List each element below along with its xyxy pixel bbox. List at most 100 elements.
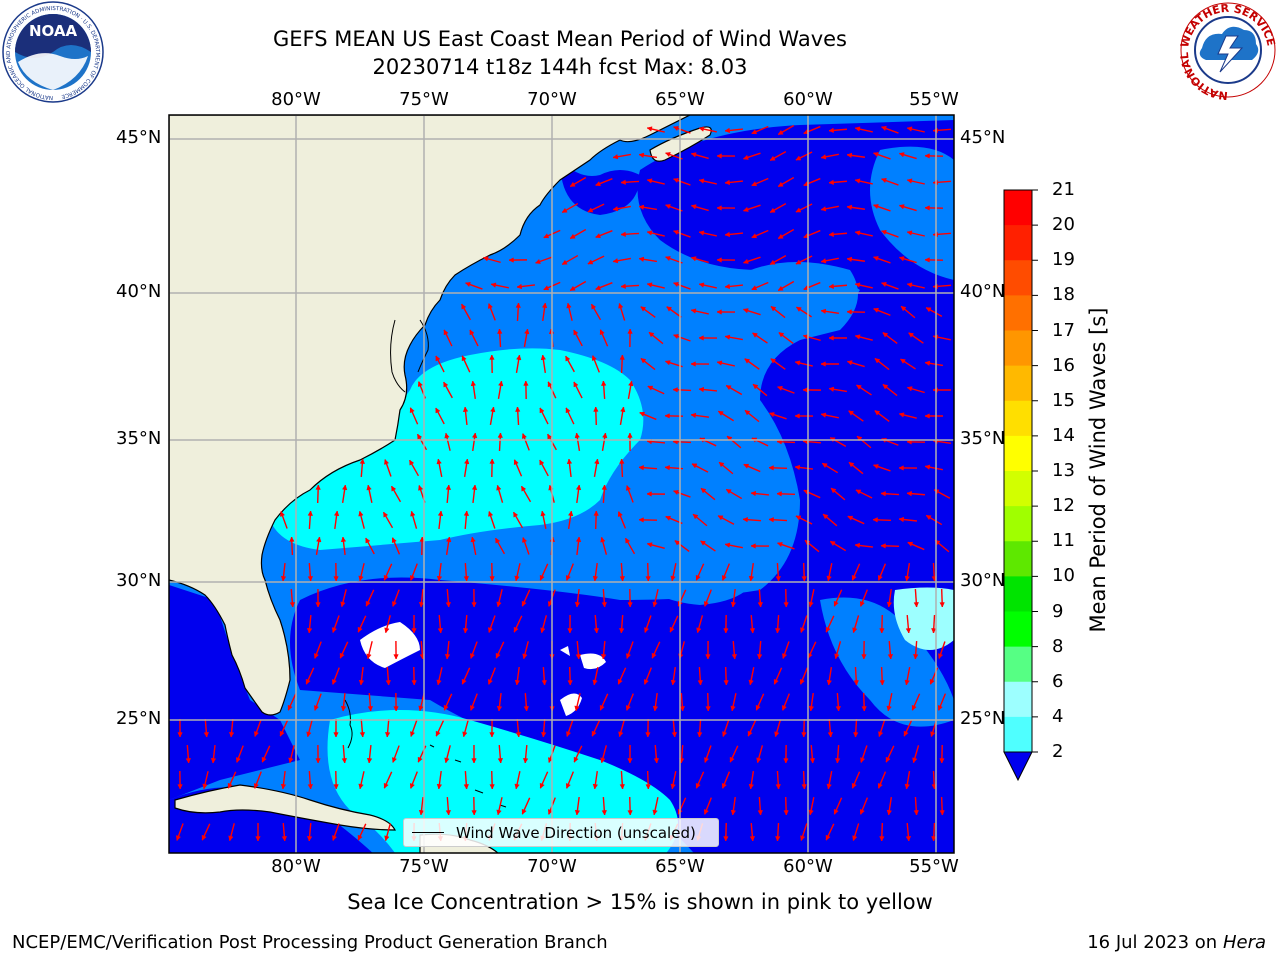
direction-arrow-head — [627, 328, 633, 334]
direction-arrow-head — [436, 783, 443, 790]
direction-arrow-head — [385, 680, 391, 686]
colorbar-band — [1004, 190, 1032, 226]
direction-arrow-head — [541, 302, 548, 309]
direction-arrow-head — [539, 574, 545, 581]
direction-arrow-head — [690, 308, 697, 314]
direction-arrow-head — [384, 835, 390, 842]
direction-arrow-head — [690, 256, 697, 262]
lat-label-left-45n: 45°N — [116, 127, 162, 148]
direction-arrow-head — [177, 784, 183, 790]
colorbar-tick-label: 13 — [1052, 460, 1075, 481]
direction-arrow-head — [514, 575, 520, 582]
direction-arrow-head — [670, 575, 676, 582]
direction-arrow-head — [521, 600, 527, 607]
direction-arrow-head — [690, 412, 697, 419]
map-frame — [168, 114, 955, 854]
direction-arrow-head — [748, 575, 755, 582]
direction-arrow-head — [703, 808, 709, 815]
colorbar-tick-label: 21 — [1052, 179, 1075, 200]
direction-arrow-head — [411, 680, 417, 686]
lon-label-top-75w: 75°W — [399, 89, 449, 110]
direction-arrow-head — [341, 484, 348, 491]
direction-arrow-head — [880, 491, 886, 497]
direction-arrow-head — [469, 705, 475, 711]
colorbar-extend-arrow — [1003, 751, 1033, 782]
cuba — [174, 784, 396, 831]
direction-arrow-head — [800, 627, 806, 634]
colorbar-tick-label: 20 — [1052, 214, 1075, 236]
direction-arrow-head — [307, 784, 313, 790]
direction-arrow-head — [646, 178, 653, 184]
direction-arrow-head — [521, 433, 527, 439]
direction-arrow-head — [435, 407, 441, 414]
direction-arrow-head — [716, 257, 722, 263]
direction-arrow-head — [800, 835, 806, 842]
direction-arrow-head — [391, 537, 397, 544]
direction-arrow-head — [872, 517, 878, 523]
direction-arrow-head — [666, 306, 673, 312]
direction-arrow-head — [307, 510, 313, 516]
direction-arrow-head — [937, 704, 943, 711]
direction-arrow-head — [575, 536, 582, 543]
direction-arrow-head — [417, 381, 423, 388]
lat-label-right-30n: 30°N — [960, 570, 1006, 591]
direction-arrow-head — [489, 732, 495, 738]
direction-arrow-head — [748, 679, 754, 686]
generation-date: 16 Jul 2023 on Hera — [1087, 932, 1266, 953]
direction-arrow-head — [913, 810, 919, 816]
direction-arrow-head — [752, 332, 758, 338]
direction-arrow-head — [508, 257, 514, 263]
direction-arrow-head — [859, 600, 865, 607]
direction-arrow-head — [776, 491, 782, 497]
direction-arrow-head — [851, 782, 857, 789]
direction-arrow-head — [515, 302, 521, 308]
direction-arrow-head — [903, 730, 909, 737]
colorbar-bands — [1004, 190, 1032, 753]
direction-arrow-head — [646, 126, 653, 132]
direction-arrow-head — [769, 259, 776, 265]
direction-arrow-head — [822, 513, 829, 520]
direction-arrow-head — [820, 361, 826, 367]
direction-arrow-head — [587, 207, 594, 213]
direction-arrow-head — [638, 517, 644, 523]
direction-arrow-head — [852, 835, 858, 842]
direction-arrow-head — [595, 233, 601, 239]
direction-arrow-head — [846, 152, 853, 159]
colorbar-band — [1004, 260, 1032, 296]
direction-arrow-head — [670, 783, 676, 790]
direction-arrow-head — [469, 653, 476, 659]
direction-arrow-head — [726, 435, 733, 442]
direction-arrow-head — [872, 464, 879, 470]
direction-arrow-head — [925, 307, 932, 313]
direction-arrow-head — [751, 285, 758, 291]
direction-arrow-head — [904, 575, 910, 582]
direction-arrow-head — [697, 732, 703, 738]
direction-arrow-head — [852, 627, 858, 634]
direction-arrow-head — [673, 126, 679, 132]
direction-arrow-head — [418, 601, 425, 608]
direction-arrow-head — [653, 758, 660, 764]
direction-arrow-head — [307, 576, 313, 582]
direction-arrow-head — [907, 541, 914, 547]
direction-arrow-head — [925, 515, 932, 521]
direction-arrow-head — [673, 230, 679, 236]
direction-arrow-head — [619, 354, 625, 360]
direction-arrow-head — [620, 406, 626, 413]
direction-arrow-head — [569, 181, 576, 187]
direction-arrow-head — [600, 536, 606, 543]
direction-arrow-head — [261, 756, 267, 763]
direction-arrow-head — [664, 360, 671, 366]
direction-arrow-head — [825, 834, 831, 841]
direction-arrow-head — [306, 731, 312, 738]
direction-arrow-head — [905, 628, 912, 634]
colorbar-tick-label: 9 — [1052, 600, 1064, 622]
direction-arrow-head — [794, 464, 801, 471]
direction-arrow-head — [436, 458, 442, 465]
direction-arrow-head — [541, 680, 547, 686]
direction-arrow-head — [671, 732, 678, 738]
lat-label-left-25n: 25°N — [116, 708, 162, 729]
direction-arrow-head — [359, 458, 366, 464]
direction-arrow-head — [496, 809, 502, 816]
direction-arrow-head — [463, 510, 470, 516]
lon-label-bottom-65w: 65°W — [655, 856, 705, 877]
